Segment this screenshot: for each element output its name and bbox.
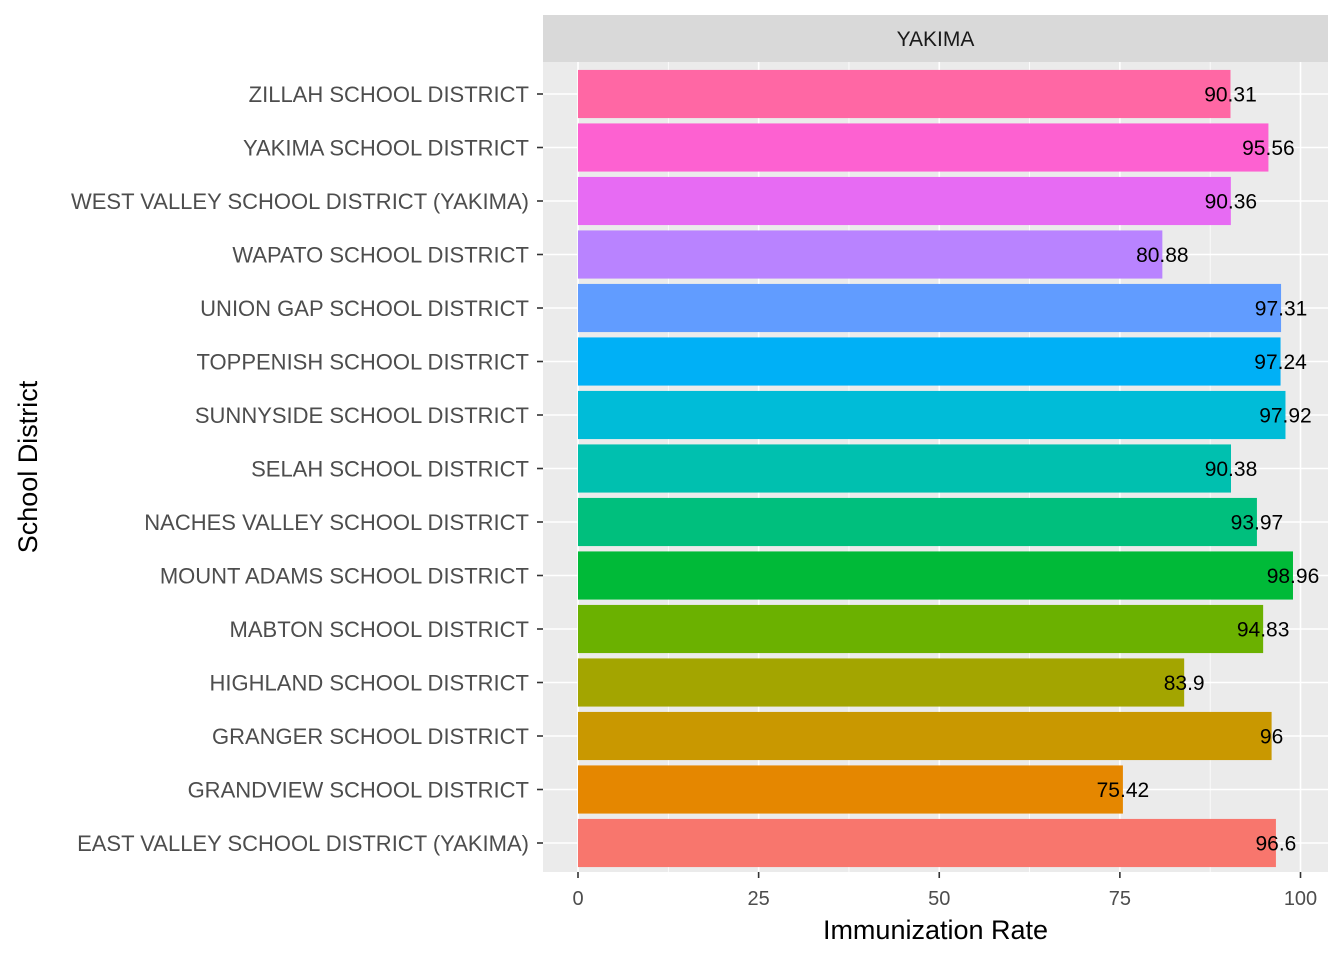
- x-tick-label: 25: [748, 888, 770, 910]
- bar-value-label: 80.88: [1136, 244, 1189, 267]
- bar: [578, 230, 1163, 279]
- y-tick-label: GRANDVIEW SCHOOL DISTRICT: [188, 778, 529, 803]
- bar-value-label: 96: [1260, 726, 1283, 749]
- y-tick-label: YAKIMA SCHOOL DISTRICT: [243, 136, 529, 161]
- y-tick-label: HIGHLAND SCHOOL DISTRICT: [210, 671, 529, 696]
- y-tick-label: GRANGER SCHOOL DISTRICT: [212, 724, 529, 749]
- bar: [578, 765, 1123, 814]
- x-tick-label: 75: [1109, 888, 1131, 910]
- y-tick-label: NACHES VALLEY SCHOOL DISTRICT: [144, 510, 529, 535]
- bars: [578, 69, 1293, 868]
- x-tick-label: 100: [1284, 888, 1317, 910]
- bar: [578, 604, 1264, 654]
- y-tick-label: MABTON SCHOOL DISTRICT: [230, 617, 529, 642]
- x-axis-title: Immunization Rate: [823, 915, 1048, 945]
- y-tick-label: UNION GAP SCHOOL DISTRICT: [200, 296, 529, 321]
- facet-strip-label: YAKIMA: [897, 28, 975, 51]
- bar-value-label: 98.96: [1267, 565, 1320, 588]
- bar-value-label: 90.38: [1205, 458, 1258, 481]
- bar-value-label: 90.36: [1205, 191, 1258, 214]
- bar-value-label: 97.31: [1255, 298, 1308, 321]
- y-tick-label: EAST VALLEY SCHOOL DISTRICT (YAKIMA): [77, 831, 529, 856]
- y-axis: EAST VALLEY SCHOOL DISTRICT (YAKIMA) GRAN…: [71, 82, 543, 856]
- bar: [578, 337, 1281, 386]
- x-axis: 0 25 50 75 100: [572, 872, 1317, 910]
- bar: [578, 390, 1286, 440]
- y-tick-label: WAPATO SCHOOL DISTRICT: [232, 243, 529, 268]
- bar-value-label: 90.31: [1204, 84, 1257, 107]
- bar: [578, 658, 1185, 707]
- bar: [578, 69, 1231, 119]
- bar: [578, 123, 1269, 172]
- facet-strip: [543, 15, 1328, 62]
- bar: [578, 176, 1231, 226]
- bar-value-label: 97.92: [1259, 405, 1312, 428]
- y-tick-label: SELAH SCHOOL DISTRICT: [251, 457, 529, 482]
- data-labels: 96.6 75.42 96 83.9 94.83 98.96 93.97 90.38 97.92…: [1097, 84, 1320, 856]
- x-tick-label: 0: [572, 888, 583, 910]
- bar: [578, 818, 1276, 868]
- bar: [578, 283, 1282, 333]
- bar-value-label: 95.56: [1242, 137, 1295, 160]
- bar: [578, 711, 1272, 761]
- bar-value-label: 75.42: [1097, 779, 1150, 802]
- y-tick-label: MOUNT ADAMS SCHOOL DISTRICT: [160, 564, 529, 589]
- bar: [578, 444, 1231, 493]
- y-tick-label: WEST VALLEY SCHOOL DISTRICT (YAKIMA): [71, 189, 529, 214]
- bar-value-label: 96.6: [1255, 833, 1296, 856]
- bar-value-label: 94.83: [1237, 619, 1290, 642]
- bar-value-label: 97.24: [1254, 351, 1307, 374]
- bar: [578, 551, 1293, 600]
- y-tick-label: ZILLAH SCHOOL DISTRICT: [249, 82, 529, 107]
- y-axis-title: School District: [13, 380, 43, 553]
- y-tick-label: TOPPENISH SCHOOL DISTRICT: [197, 350, 530, 375]
- y-tick-label: SUNNYSIDE SCHOOL DISTRICT: [195, 403, 529, 428]
- bar-value-label: 83.9: [1164, 672, 1205, 695]
- bar-value-label: 93.97: [1231, 512, 1284, 535]
- x-tick-label: 50: [928, 888, 950, 910]
- bar: [578, 497, 1257, 547]
